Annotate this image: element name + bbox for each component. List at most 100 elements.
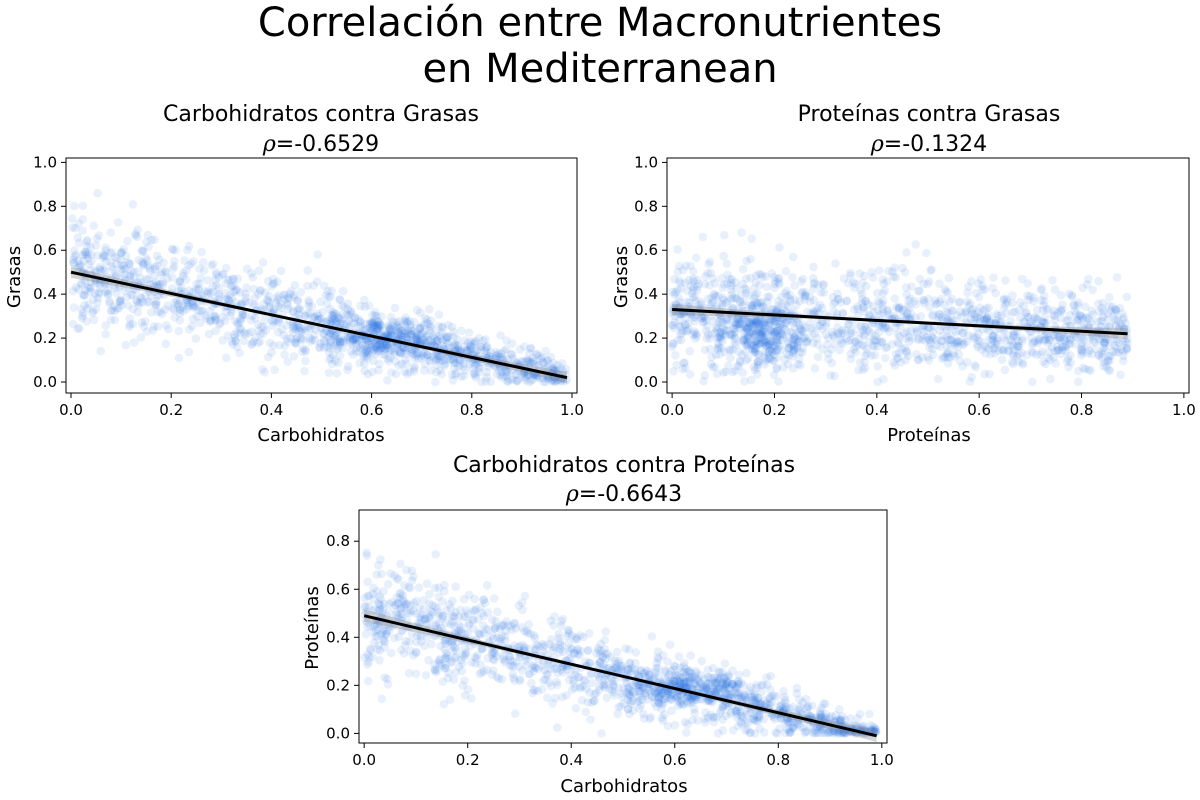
scatter-point bbox=[945, 297, 955, 306]
scatter-point bbox=[683, 319, 693, 328]
scatter-point bbox=[676, 679, 686, 688]
scatter-point bbox=[223, 275, 232, 285]
scatter-point bbox=[449, 327, 458, 337]
scatter-point bbox=[674, 276, 684, 286]
scatter-point bbox=[363, 349, 373, 359]
scatter-point bbox=[304, 296, 314, 305]
scatter-point bbox=[412, 335, 421, 345]
scatter-point bbox=[739, 322, 748, 332]
scatter-point bbox=[572, 635, 582, 644]
scatter-point bbox=[267, 315, 277, 325]
scatter-point bbox=[766, 685, 775, 694]
scatter-point bbox=[368, 318, 377, 327]
scatter-point bbox=[174, 277, 183, 287]
scatter-point bbox=[640, 669, 650, 678]
scatter-point bbox=[1118, 315, 1128, 324]
scatter-point bbox=[734, 690, 743, 700]
scatter-point bbox=[731, 320, 741, 329]
scatter-point bbox=[676, 699, 685, 709]
scatter-point bbox=[676, 322, 686, 332]
scatter-point bbox=[749, 326, 758, 336]
scatter-point bbox=[782, 715, 791, 725]
scatter-point bbox=[556, 376, 566, 385]
scatter-point bbox=[431, 619, 441, 629]
scatter-point bbox=[691, 671, 700, 681]
scatter-point bbox=[1044, 304, 1053, 314]
scatter-point bbox=[801, 337, 810, 347]
scatter-point bbox=[1066, 321, 1075, 331]
scatter-point bbox=[214, 289, 224, 299]
scatter-point bbox=[1041, 359, 1050, 369]
scatter-point bbox=[738, 713, 748, 722]
scatter-point bbox=[1032, 305, 1042, 315]
scatter-point bbox=[316, 339, 325, 348]
scatter-point bbox=[1043, 339, 1053, 348]
scatter-point bbox=[624, 689, 634, 698]
scatter-point bbox=[1111, 306, 1121, 316]
scatter-point bbox=[761, 341, 771, 350]
scatter-point bbox=[673, 267, 683, 277]
scatter-point bbox=[900, 343, 910, 353]
scatter-point bbox=[313, 250, 323, 259]
scatter-point bbox=[538, 642, 548, 652]
y-tick-label: 1.0 bbox=[33, 153, 57, 171]
scatter-point bbox=[101, 243, 110, 252]
scatter-point bbox=[519, 369, 529, 378]
scatter-point bbox=[683, 302, 693, 311]
scatter-point bbox=[751, 329, 761, 339]
scatter-point bbox=[542, 669, 552, 679]
scatter-point bbox=[756, 323, 766, 333]
scatter-point bbox=[109, 281, 118, 290]
scatter-point bbox=[654, 697, 663, 707]
scatter-point bbox=[878, 338, 887, 347]
scatter-point bbox=[540, 640, 550, 650]
scatter-point bbox=[1122, 343, 1132, 353]
scatter-point bbox=[684, 275, 694, 285]
scatter-point bbox=[319, 329, 329, 339]
scatter-point bbox=[737, 350, 747, 360]
scatter-point bbox=[622, 688, 631, 697]
scatter-point bbox=[488, 634, 498, 643]
scatter-point bbox=[823, 349, 833, 358]
scatter-point bbox=[564, 626, 574, 635]
scatter-point bbox=[129, 338, 139, 347]
scatter-point bbox=[736, 290, 746, 300]
scatter-point bbox=[873, 342, 882, 351]
scatter-point bbox=[629, 688, 639, 697]
scatter-point bbox=[995, 318, 1005, 327]
scatter-point bbox=[156, 307, 165, 317]
scatter-point bbox=[794, 337, 804, 346]
scatter-point bbox=[835, 716, 845, 725]
scatter-point bbox=[1016, 298, 1025, 307]
scatter-point bbox=[741, 324, 750, 333]
scatter-point bbox=[780, 325, 789, 334]
scatter-point bbox=[870, 350, 880, 360]
scatter-point bbox=[701, 718, 710, 727]
scatter-point bbox=[373, 326, 382, 336]
scatter-point bbox=[682, 326, 692, 336]
scatter-point bbox=[342, 310, 352, 319]
scatter-point bbox=[205, 317, 214, 326]
scatter-point bbox=[769, 317, 778, 327]
scatter-point bbox=[477, 608, 487, 618]
scatter-point bbox=[1058, 305, 1067, 314]
scatter-point bbox=[358, 351, 368, 360]
scatter-point bbox=[1076, 344, 1086, 354]
scatter-point bbox=[974, 307, 984, 317]
scatter-point bbox=[734, 304, 743, 314]
scatter-point bbox=[484, 352, 494, 361]
scatter-point bbox=[808, 326, 817, 335]
scatter-point bbox=[1064, 316, 1073, 325]
scatter-point bbox=[740, 693, 750, 702]
scatter-point bbox=[764, 339, 773, 348]
scatter-point bbox=[1076, 333, 1086, 343]
scatter-point bbox=[947, 306, 956, 315]
scatter-point bbox=[765, 332, 775, 342]
scatter-point bbox=[315, 314, 324, 324]
scatter-point bbox=[1014, 357, 1024, 367]
scatter-point bbox=[379, 341, 389, 351]
scatter-point bbox=[738, 320, 747, 329]
scatter-point bbox=[1105, 293, 1114, 302]
scatter-point bbox=[722, 671, 731, 681]
scatter-point bbox=[729, 679, 738, 689]
